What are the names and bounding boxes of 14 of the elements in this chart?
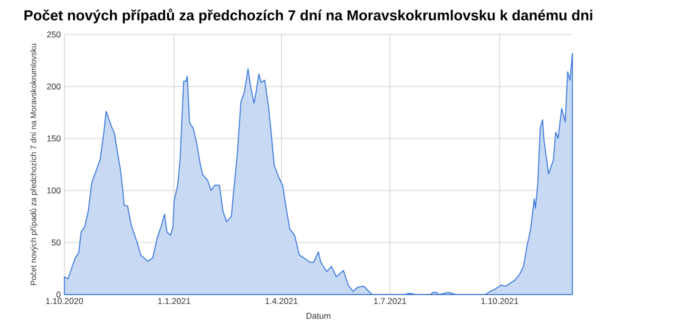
- y-axis-title: Počet nových případů za předchozích 7 dní na Moravskokrumlovsku: [30, 44, 38, 285]
- y-tick-label: 100: [47, 187, 61, 194]
- y-tick-label: 0: [56, 291, 61, 298]
- y-tick-label: 50: [52, 239, 61, 246]
- chart-title: Počet nových případů za předchozích 7 dní na Moravskokrumlovsku k danému dni: [24, 8, 592, 24]
- x-tick-label: 1.4.2021: [266, 298, 298, 304]
- y-tick-label: 250: [47, 31, 61, 38]
- x-tick-label: 1.10.2021: [481, 298, 518, 304]
- x-tick-label: 1.10.2020: [46, 298, 83, 304]
- x-tick-label: 1.7.2021: [374, 298, 406, 304]
- x-axis-title: Datum: [306, 312, 330, 319]
- y-tick-label: 200: [47, 83, 61, 90]
- y-tick-label: 150: [47, 135, 61, 142]
- x-tick-label: 1.1.2021: [158, 298, 190, 304]
